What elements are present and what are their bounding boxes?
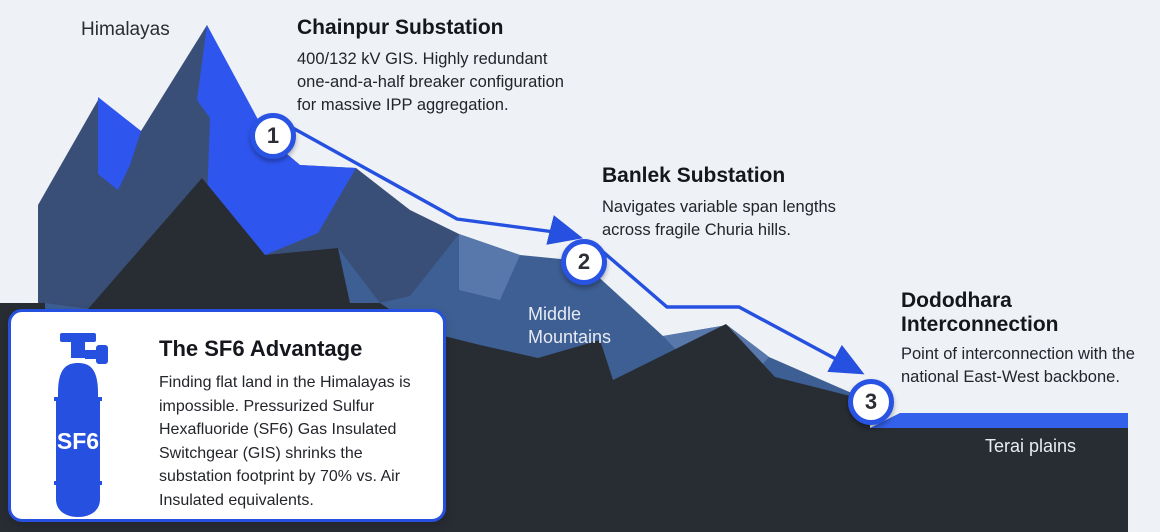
svg-text:SF6: SF6	[57, 428, 99, 454]
